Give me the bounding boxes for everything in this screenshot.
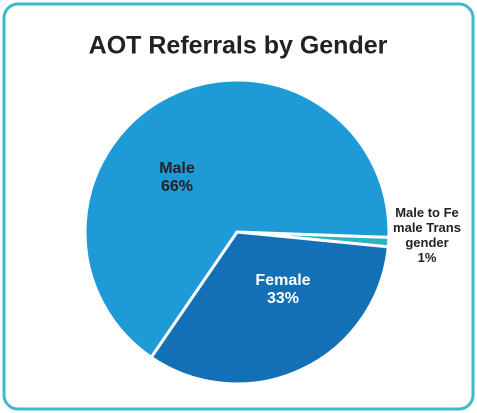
slice-label: Male 66% [137,160,217,196]
pie-slice [83,78,391,360]
category-label: Male [159,160,195,177]
value-label: 66% [160,178,194,195]
category-label: Female [255,272,311,289]
slice-label: Female 33% [243,272,323,308]
category-label: Male to Female Transgender [393,205,461,250]
chart-title: AOT Referrals by Gender [89,32,388,60]
slice-label: Male to Female Transgender 1% [392,205,462,265]
pie-slice [149,230,390,386]
value-label: 33% [266,290,300,307]
value-label: 1% [417,250,437,265]
